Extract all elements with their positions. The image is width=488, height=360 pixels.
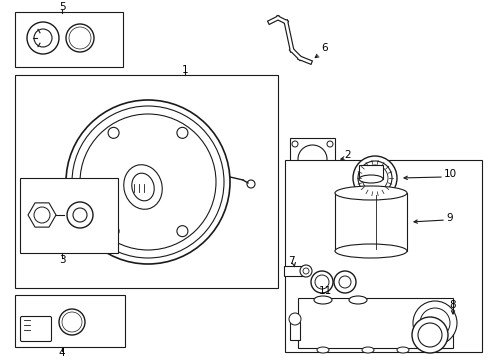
Ellipse shape (313, 296, 331, 304)
Bar (297, 298, 452, 348)
Circle shape (177, 127, 187, 138)
Text: 3: 3 (59, 255, 65, 265)
Text: 5: 5 (59, 2, 65, 12)
Circle shape (412, 301, 456, 345)
Text: 6: 6 (321, 43, 327, 53)
Polygon shape (28, 203, 56, 227)
Circle shape (66, 24, 94, 52)
Circle shape (177, 226, 187, 237)
Circle shape (419, 308, 449, 338)
Ellipse shape (348, 296, 366, 304)
Circle shape (80, 114, 216, 250)
Bar (20, 178, 118, 253)
Ellipse shape (361, 347, 373, 353)
Text: 7: 7 (287, 256, 294, 266)
Circle shape (333, 271, 355, 293)
Ellipse shape (131, 173, 154, 201)
Circle shape (310, 271, 332, 293)
Circle shape (62, 312, 82, 332)
Text: 4: 4 (59, 348, 65, 358)
Circle shape (411, 317, 447, 353)
Text: 8: 8 (449, 300, 455, 310)
Circle shape (59, 309, 85, 335)
Circle shape (66, 100, 229, 264)
Circle shape (69, 27, 91, 49)
Bar (15, 75, 278, 288)
Text: 1: 1 (182, 65, 188, 75)
Circle shape (246, 180, 254, 188)
Circle shape (65, 315, 79, 329)
Bar (358, 165, 382, 179)
Ellipse shape (123, 165, 162, 209)
Bar (285, 160, 481, 352)
Text: 11: 11 (318, 286, 331, 296)
Circle shape (291, 141, 297, 147)
Circle shape (34, 29, 52, 47)
Circle shape (73, 208, 87, 222)
Ellipse shape (334, 186, 406, 200)
Circle shape (34, 207, 50, 223)
Circle shape (299, 265, 311, 277)
Ellipse shape (396, 347, 408, 353)
Ellipse shape (334, 244, 406, 258)
Bar (15, 12, 123, 67)
Circle shape (357, 161, 391, 195)
Circle shape (361, 165, 387, 191)
Circle shape (291, 171, 297, 177)
FancyBboxPatch shape (20, 316, 51, 342)
Text: 10: 10 (443, 169, 456, 179)
Bar (334, 193, 406, 251)
Bar (15, 295, 125, 347)
Circle shape (352, 156, 396, 200)
Bar (289, 322, 299, 340)
Circle shape (72, 106, 224, 258)
Circle shape (288, 313, 301, 325)
Circle shape (326, 171, 332, 177)
Circle shape (67, 202, 93, 228)
Ellipse shape (297, 145, 326, 173)
Ellipse shape (358, 175, 382, 183)
Circle shape (326, 141, 332, 147)
Circle shape (417, 323, 441, 347)
Ellipse shape (316, 347, 328, 353)
Circle shape (314, 275, 328, 289)
Circle shape (303, 268, 308, 274)
Text: 9: 9 (446, 213, 452, 223)
Bar (284, 266, 304, 276)
Circle shape (72, 30, 88, 46)
Circle shape (108, 226, 119, 237)
Circle shape (108, 127, 119, 138)
Circle shape (338, 276, 350, 288)
Circle shape (27, 22, 59, 54)
Bar (289, 138, 334, 180)
Text: 2: 2 (344, 150, 350, 160)
